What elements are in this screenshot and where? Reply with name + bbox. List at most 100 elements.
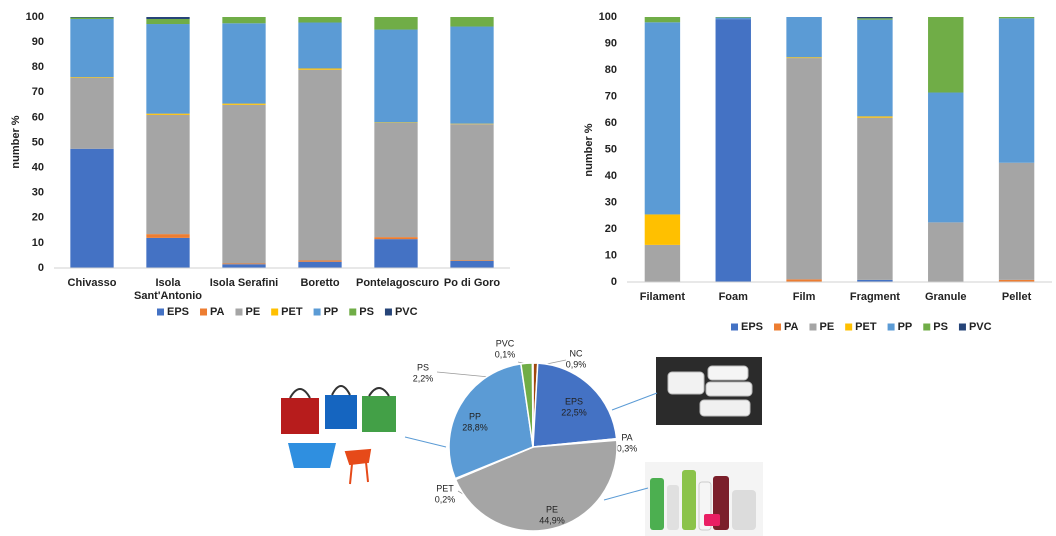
slice-value: 28,8% (462, 422, 488, 432)
bar-segment (998, 162, 1035, 280)
bar-segment (928, 92, 964, 223)
y-tick-label: 90 (32, 36, 44, 48)
bar-segment (450, 260, 494, 261)
y-tick-label: 10 (32, 237, 44, 249)
bar-segment (298, 260, 342, 262)
bar-segment (222, 104, 266, 264)
bar-segment (998, 18, 1035, 163)
y-tick-label: 0 (38, 262, 44, 274)
bar-segment (374, 17, 418, 30)
bar-segment (222, 103, 266, 105)
y-tick-label: 40 (605, 170, 617, 182)
legend-label: PS (359, 306, 374, 318)
legend-swatch (271, 308, 279, 316)
bar-segment (786, 17, 822, 58)
bar-segment (928, 17, 964, 93)
x-tick-label: Pellet (1001, 291, 1032, 303)
slice-name: EPS (565, 396, 583, 406)
bar-segment (644, 214, 681, 245)
legend-label: PET (855, 321, 877, 333)
bar-segment (644, 22, 681, 215)
slice-name: PS (417, 362, 429, 372)
pie-slice (448, 363, 534, 480)
foam-picture (656, 357, 762, 425)
bar-segment (222, 263, 266, 265)
y-tick-label: 90 (605, 37, 617, 49)
leader-lines (404, 392, 658, 501)
y-tick-label: 30 (32, 187, 44, 199)
bar-segment (298, 261, 342, 268)
legend-label: EPS (167, 306, 189, 318)
legend-label: PA (210, 306, 225, 318)
legend-label: PP (324, 306, 339, 318)
x-tick-label: Filament (639, 291, 686, 303)
bar-segment (998, 279, 1035, 282)
slice-name: NC (570, 348, 583, 358)
bar-segment (70, 17, 114, 18)
legend-label: PE (819, 321, 834, 333)
bar-segment (222, 264, 266, 268)
x-tick-label: Fragment (849, 291, 900, 303)
legend-swatch (809, 323, 817, 331)
y-tick-label: 80 (32, 61, 44, 73)
slice-value: 0,2% (435, 494, 456, 504)
bar-segment (374, 122, 418, 238)
y-tick-label: 100 (599, 11, 617, 23)
bar-segment (928, 222, 964, 282)
bar-segment (222, 17, 266, 24)
legend-swatch (200, 308, 208, 316)
x-tick-label: Po di Goro (443, 277, 501, 289)
bar-segment (70, 17, 114, 20)
y-axis-label: number % (583, 123, 595, 176)
bar-segment (146, 114, 190, 235)
legend-swatch (157, 308, 164, 316)
x-tick-label: Granule (924, 291, 967, 303)
y-tick-label: 50 (32, 136, 44, 148)
bar-segment (146, 237, 190, 268)
x-tick-label: Chivasso (67, 277, 117, 289)
bar-segment (374, 122, 418, 123)
bar-segment (374, 239, 418, 268)
legend-swatch (887, 323, 895, 331)
bar-segment (857, 279, 893, 282)
legend-swatch (235, 308, 243, 316)
y-axis-label: number % (10, 115, 22, 168)
x-tick-label: Isola Sant'Antonio (134, 277, 202, 302)
bar-segment (715, 17, 751, 18)
slice-value: 2,2% (413, 373, 434, 383)
legend-label: PE (245, 306, 260, 318)
bar-segment (146, 17, 190, 20)
bar-segment (70, 19, 114, 78)
x-tick-label: Film (792, 291, 816, 303)
y-tick-label: 40 (32, 162, 44, 174)
bar-segment (70, 77, 114, 149)
bar-segment (70, 77, 114, 78)
x-tick-label: Pontelagoscuro (356, 277, 440, 289)
bar-segment (298, 69, 342, 261)
bar-segment (450, 123, 494, 125)
legend-swatch (384, 308, 392, 316)
bar-segment (298, 22, 342, 69)
slice-value: 0,9% (566, 359, 587, 369)
x-tick-label: Foam (718, 291, 748, 303)
bar-segment (786, 58, 822, 280)
legend-swatch (845, 323, 853, 331)
legend-swatch (958, 323, 966, 331)
bar-segment (857, 17, 893, 19)
y-tick-label: 50 (605, 143, 617, 155)
slice-name: PVC (496, 338, 515, 348)
y-tick-label: 80 (605, 64, 617, 76)
bar-segment (450, 17, 494, 27)
y-tick-label: 60 (32, 111, 44, 123)
y-tick-label: 20 (32, 212, 44, 224)
y-tick-label: 0 (611, 276, 617, 288)
bar-segment (998, 17, 1035, 19)
y-tick-label: 70 (32, 86, 44, 98)
slice-name: PP (469, 411, 481, 421)
bar-segment (857, 19, 893, 117)
legend-swatch (731, 323, 738, 331)
slice-name: PET (436, 483, 454, 493)
y-tick-label: 20 (605, 223, 617, 235)
slice-value: 44,9% (539, 515, 565, 525)
